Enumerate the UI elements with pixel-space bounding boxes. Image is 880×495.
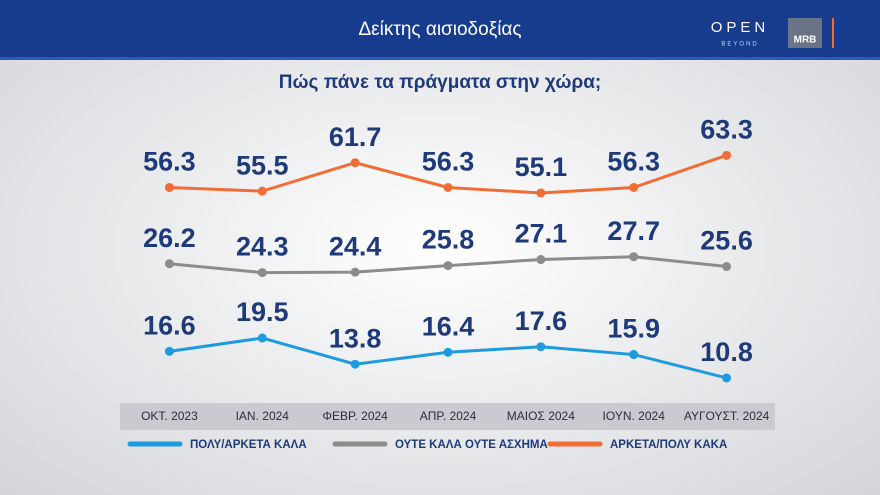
data-point bbox=[257, 186, 267, 196]
data-label: 10.8 bbox=[700, 337, 753, 367]
data-point bbox=[164, 346, 174, 356]
data-point bbox=[443, 182, 453, 192]
category-bar bbox=[120, 403, 775, 430]
logo: OPEN bbox=[711, 19, 770, 36]
x-tick-label: ΑΥΓΟΥΣΤ. 2024 bbox=[684, 409, 770, 423]
x-tick-label: ΜΑΙΟΣ 2024 bbox=[507, 409, 575, 423]
legend-label: ΠΟΛΥ/ΑΡΚΕΤΑ ΚΑΛΑ bbox=[190, 439, 307, 451]
data-label: 13.8 bbox=[329, 323, 382, 353]
data-label: 56.3 bbox=[143, 147, 196, 177]
data-label: 63.3 bbox=[700, 114, 753, 144]
legend-label: ΟΥΤΕ ΚΑΛΑ ΟΥΤΕ ΑΣΧΗΜΑ bbox=[395, 439, 548, 451]
header-rule bbox=[0, 57, 880, 60]
data-label: 55.5 bbox=[236, 150, 289, 180]
data-point bbox=[443, 347, 453, 357]
data-label: 61.7 bbox=[329, 122, 382, 152]
data-label: 16.4 bbox=[422, 311, 475, 341]
data-point bbox=[722, 262, 732, 272]
data-label: 24.3 bbox=[236, 232, 289, 262]
data-label: 19.5 bbox=[236, 297, 289, 327]
data-point bbox=[257, 333, 267, 343]
data-label: 55.1 bbox=[515, 152, 568, 182]
data-point bbox=[722, 373, 732, 383]
data-label: 24.4 bbox=[329, 231, 382, 261]
data-point bbox=[629, 252, 639, 262]
data-label: 26.2 bbox=[143, 223, 196, 253]
x-tick-label: ΙΟΥΝ. 2024 bbox=[603, 409, 666, 423]
data-point bbox=[536, 255, 546, 265]
x-tick-label: ΙΑΝ. 2024 bbox=[236, 409, 290, 423]
x-tick-label: ΟΚΤ. 2023 bbox=[141, 409, 198, 423]
brand: MRB bbox=[794, 35, 817, 46]
data-point bbox=[350, 359, 360, 369]
data-label: 25.6 bbox=[700, 226, 753, 256]
data-point bbox=[536, 342, 546, 352]
data-point bbox=[164, 182, 174, 192]
data-point bbox=[164, 259, 174, 269]
brand-rule bbox=[832, 18, 834, 48]
data-point bbox=[350, 158, 360, 168]
data-label: 16.6 bbox=[143, 310, 196, 340]
x-tick-label: ΦΕΒΡ. 2024 bbox=[322, 409, 388, 423]
legend-label: ΑΡΚΕΤΑ/ΠΟΛΥ ΚΑΚΑ bbox=[610, 439, 727, 451]
data-label: 25.8 bbox=[422, 225, 475, 255]
data-point bbox=[629, 350, 639, 360]
x-tick-label: ΑΠΡ. 2024 bbox=[420, 409, 477, 423]
header-bar bbox=[0, 0, 880, 57]
data-label: 27.1 bbox=[515, 219, 568, 249]
data-point bbox=[536, 188, 546, 198]
data-point bbox=[443, 261, 453, 271]
data-label: 56.3 bbox=[607, 147, 660, 177]
chart-subtitle: Πώς πάνε τα πράγματα στην χώρα; bbox=[279, 72, 601, 93]
data-point bbox=[629, 182, 639, 192]
data-label: 56.3 bbox=[422, 147, 475, 177]
data-point bbox=[257, 268, 267, 278]
data-point bbox=[722, 150, 732, 160]
chart-title: Δείκτης αισιοδοξίας bbox=[358, 19, 521, 40]
data-label: 27.7 bbox=[607, 216, 660, 246]
data-point bbox=[350, 267, 360, 277]
data-label: 17.6 bbox=[515, 306, 568, 336]
logo-sub: BEYOND bbox=[721, 42, 758, 48]
data-label: 15.9 bbox=[607, 314, 660, 344]
brand-box bbox=[788, 18, 822, 48]
